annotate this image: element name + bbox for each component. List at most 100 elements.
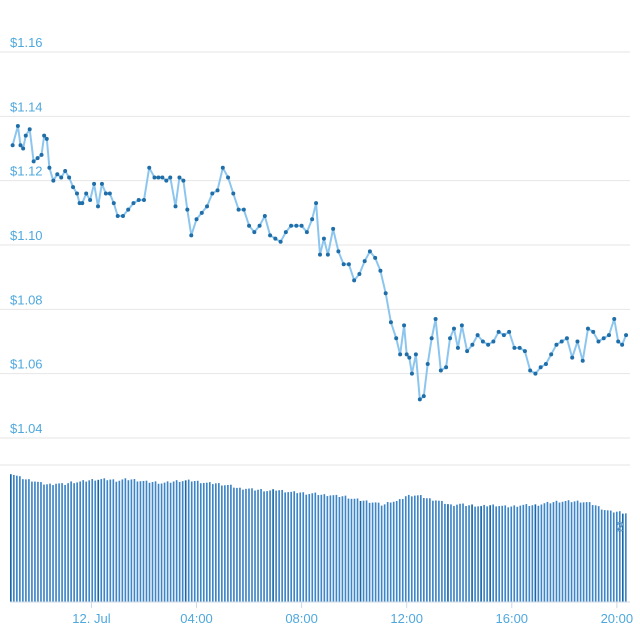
volume-bar <box>507 507 510 602</box>
volume-bar <box>94 480 97 602</box>
volume-bar <box>193 481 196 602</box>
volume-bar <box>540 504 543 602</box>
x-tick-label: 12. Jul <box>72 611 110 626</box>
volume-bar <box>148 482 151 602</box>
volume-bar <box>401 498 404 602</box>
volume-bar <box>410 496 413 602</box>
price-point <box>80 201 85 206</box>
volume-bar <box>22 479 24 602</box>
volume-bar <box>109 479 112 602</box>
price-point <box>480 339 485 344</box>
volume-bar <box>196 480 199 602</box>
volume-bar <box>169 482 172 602</box>
price-point <box>341 262 346 267</box>
price-point <box>624 333 629 338</box>
price-point <box>522 349 527 354</box>
price-point <box>120 214 125 219</box>
price-point <box>31 159 36 164</box>
volume-bar <box>115 481 118 602</box>
volume-bar <box>416 495 419 602</box>
price-point <box>470 342 475 347</box>
volume-bar <box>214 483 217 602</box>
volume-bar <box>260 488 262 602</box>
volume-bar <box>386 502 389 602</box>
volume-bar <box>233 487 235 602</box>
volume-bar <box>293 491 296 602</box>
y-tick-label: $1.10 <box>10 228 43 243</box>
volume-bar <box>419 495 422 602</box>
price-point <box>164 178 169 183</box>
volume-bar <box>552 502 555 602</box>
price-point <box>152 175 157 180</box>
volume-bar <box>368 502 371 602</box>
volume-bar <box>582 502 585 602</box>
volume-bar <box>254 490 256 602</box>
volume-bar <box>227 484 229 602</box>
price-point <box>199 210 204 215</box>
volume-bar <box>205 482 208 602</box>
price-point <box>181 178 186 183</box>
volume-bar <box>181 481 184 602</box>
volume-bar <box>299 492 302 602</box>
volume-bar <box>85 481 88 602</box>
volume-bar <box>549 503 552 602</box>
volume-bar <box>139 481 142 602</box>
price-point <box>92 181 97 186</box>
price-point <box>262 214 267 219</box>
volume-bar <box>272 489 274 602</box>
volume-bar <box>344 495 347 602</box>
volume-bar <box>615 511 618 602</box>
price-point <box>616 339 621 344</box>
volume-bar <box>459 503 461 602</box>
price-point <box>398 352 403 357</box>
volume-bar <box>591 505 594 602</box>
price-point <box>388 320 393 325</box>
volume-bar <box>570 502 573 602</box>
volume-bar <box>43 484 45 602</box>
price-point <box>59 175 64 180</box>
volume-bar <box>25 479 27 602</box>
price-point <box>570 355 575 360</box>
volume-bar <box>326 496 329 602</box>
price-point <box>23 133 28 138</box>
volume-bar <box>561 501 564 602</box>
volume-bar <box>489 505 491 602</box>
volume-bar <box>456 504 458 602</box>
volume-bar <box>151 482 154 602</box>
volume-bar <box>287 492 290 602</box>
price-point <box>173 204 178 209</box>
price-point <box>210 191 215 196</box>
price-point <box>15 123 20 128</box>
volume-bar <box>317 495 320 602</box>
volume-bar <box>522 504 525 602</box>
price-point <box>554 342 559 347</box>
volume-bar <box>88 480 91 602</box>
price-point <box>177 175 182 180</box>
price-point <box>459 323 464 328</box>
volume-bar <box>236 487 238 602</box>
volume-bar <box>284 492 286 602</box>
volume-bar <box>91 479 94 602</box>
price-point <box>373 255 378 260</box>
volume-bar <box>444 503 446 602</box>
price-point <box>413 352 418 357</box>
price-point <box>318 252 322 257</box>
volume-bar <box>377 502 380 602</box>
price-point <box>47 165 52 170</box>
price-point <box>362 259 367 264</box>
y-tick-label: $1.16 <box>10 35 43 50</box>
volume-bar <box>510 506 513 602</box>
volume-bar <box>175 480 178 602</box>
volume-bar <box>564 500 567 602</box>
volume-bar <box>612 512 615 602</box>
volume-bar <box>211 484 214 602</box>
price-point <box>55 172 60 177</box>
price-point <box>18 143 23 148</box>
price-point <box>543 362 548 367</box>
price-point <box>533 371 538 376</box>
volume-bar <box>100 479 103 602</box>
price-point <box>27 127 32 132</box>
volume-bar <box>76 482 78 602</box>
volume-bar <box>257 489 259 602</box>
